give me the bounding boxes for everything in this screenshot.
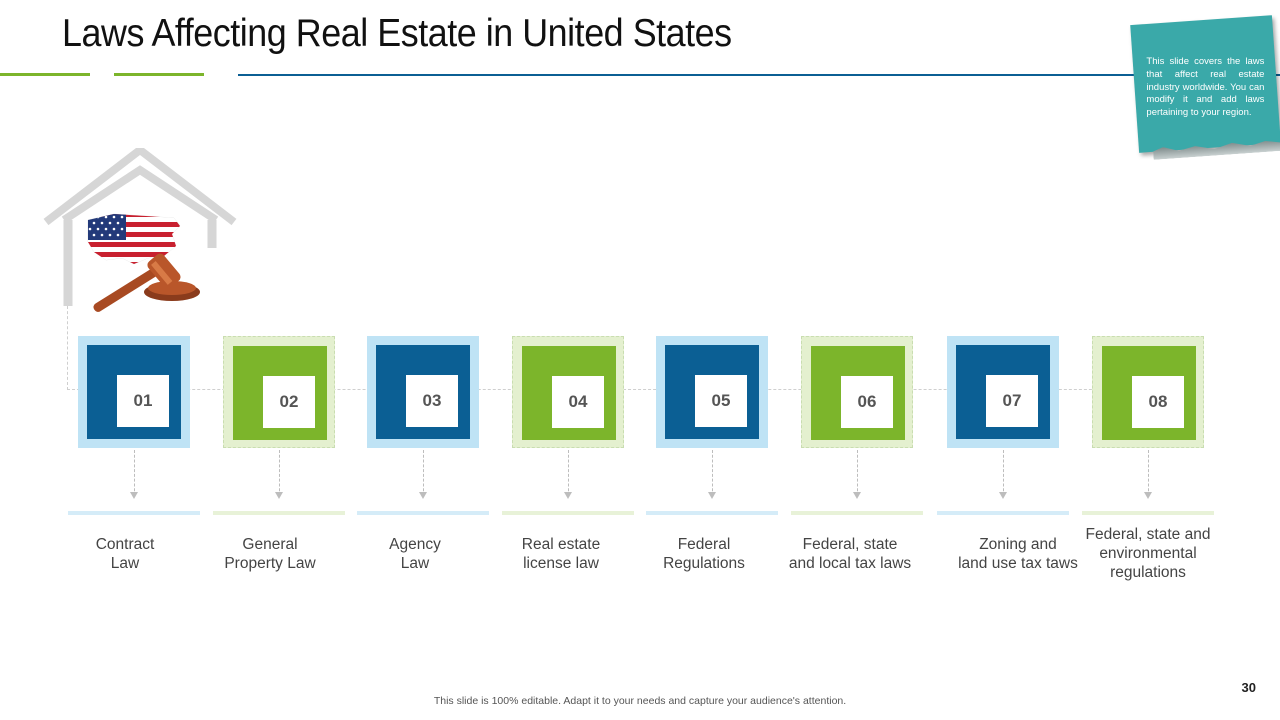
step-label: Contract Law bbox=[95, 536, 155, 572]
step-box-inner: 05 bbox=[665, 345, 759, 439]
step-arrow-line bbox=[1148, 450, 1149, 496]
step-arrow-line bbox=[568, 450, 569, 496]
step-label: Federal, state and local tax laws bbox=[788, 536, 912, 572]
arrow-down-icon bbox=[708, 492, 716, 499]
step-box-03: 03 bbox=[367, 336, 479, 448]
arrow-down-icon bbox=[275, 492, 283, 499]
footer-note: This slide is 100% editable. Adapt it to… bbox=[433, 695, 847, 707]
arrow-down-icon bbox=[419, 492, 427, 499]
step-number: 04 bbox=[552, 376, 604, 428]
step-label: Real estate license law bbox=[521, 536, 601, 572]
house-outline-icon bbox=[43, 148, 237, 306]
step-box-inner: 06 bbox=[811, 346, 905, 440]
step-box-07: 07 bbox=[947, 336, 1059, 448]
step-box-08: 08 bbox=[1092, 336, 1204, 448]
step-label-bar bbox=[937, 511, 1069, 515]
step-label-bar bbox=[646, 511, 778, 515]
step-box-04: 04 bbox=[512, 336, 624, 448]
page-number: 30 bbox=[1241, 680, 1256, 695]
sticky-note: This slide covers the laws that affect r… bbox=[1130, 15, 1280, 167]
step-label-bar bbox=[1082, 511, 1214, 515]
step-label-bar bbox=[357, 511, 489, 515]
step-box-inner: 02 bbox=[233, 346, 327, 440]
step-label: Agency Law bbox=[389, 536, 441, 572]
step-box-01: 01 bbox=[78, 336, 190, 448]
step-number: 08 bbox=[1132, 376, 1184, 428]
step-box-inner: 08 bbox=[1102, 346, 1196, 440]
step-label: Zoning and land use tax taws bbox=[958, 536, 1078, 572]
usa-map-gavel-icon bbox=[87, 213, 200, 312]
step-box-inner: 04 bbox=[522, 346, 616, 440]
title-underline-blue bbox=[238, 74, 1280, 76]
step-arrow-line bbox=[857, 450, 858, 496]
arrow-down-icon bbox=[1144, 492, 1152, 499]
arrow-down-icon bbox=[564, 492, 572, 499]
step-number: 06 bbox=[841, 376, 893, 428]
step-arrow-line bbox=[1003, 450, 1004, 496]
step-label: Federal Regulations bbox=[663, 536, 745, 572]
step-number: 01 bbox=[117, 375, 169, 427]
step-arrow-line bbox=[134, 450, 135, 496]
step-number: 05 bbox=[695, 375, 747, 427]
step-label-bar bbox=[791, 511, 923, 515]
step-box-inner: 07 bbox=[956, 345, 1050, 439]
page-title: Laws Affecting Real Estate in United Sta… bbox=[62, 12, 732, 55]
arrow-down-icon bbox=[130, 492, 138, 499]
step-box-05: 05 bbox=[656, 336, 768, 448]
connector-vertical-line bbox=[67, 306, 68, 390]
step-label-bar bbox=[502, 511, 634, 515]
step-arrow-line bbox=[423, 450, 424, 496]
step-box-06: 06 bbox=[801, 336, 913, 448]
step-label: Federal, state and environmental regulatio… bbox=[1085, 526, 1211, 581]
step-arrow-line bbox=[279, 450, 280, 496]
step-label-bar bbox=[213, 511, 345, 515]
arrow-down-icon bbox=[853, 492, 861, 499]
title-underline-green-1 bbox=[0, 73, 90, 76]
step-label-bar bbox=[68, 511, 200, 515]
step-box-inner: 03 bbox=[376, 345, 470, 439]
title-underline-green-2 bbox=[114, 73, 204, 76]
arrow-down-icon bbox=[999, 492, 1007, 499]
step-label: General Property Law bbox=[224, 536, 316, 572]
step-arrow-line bbox=[712, 450, 713, 496]
step-number: 02 bbox=[263, 376, 315, 428]
step-box-02: 02 bbox=[223, 336, 335, 448]
sticky-note-text: This slide covers the laws that affect r… bbox=[1146, 56, 1265, 119]
step-box-inner: 01 bbox=[87, 345, 181, 439]
step-number: 07 bbox=[986, 375, 1038, 427]
step-number: 03 bbox=[406, 375, 458, 427]
